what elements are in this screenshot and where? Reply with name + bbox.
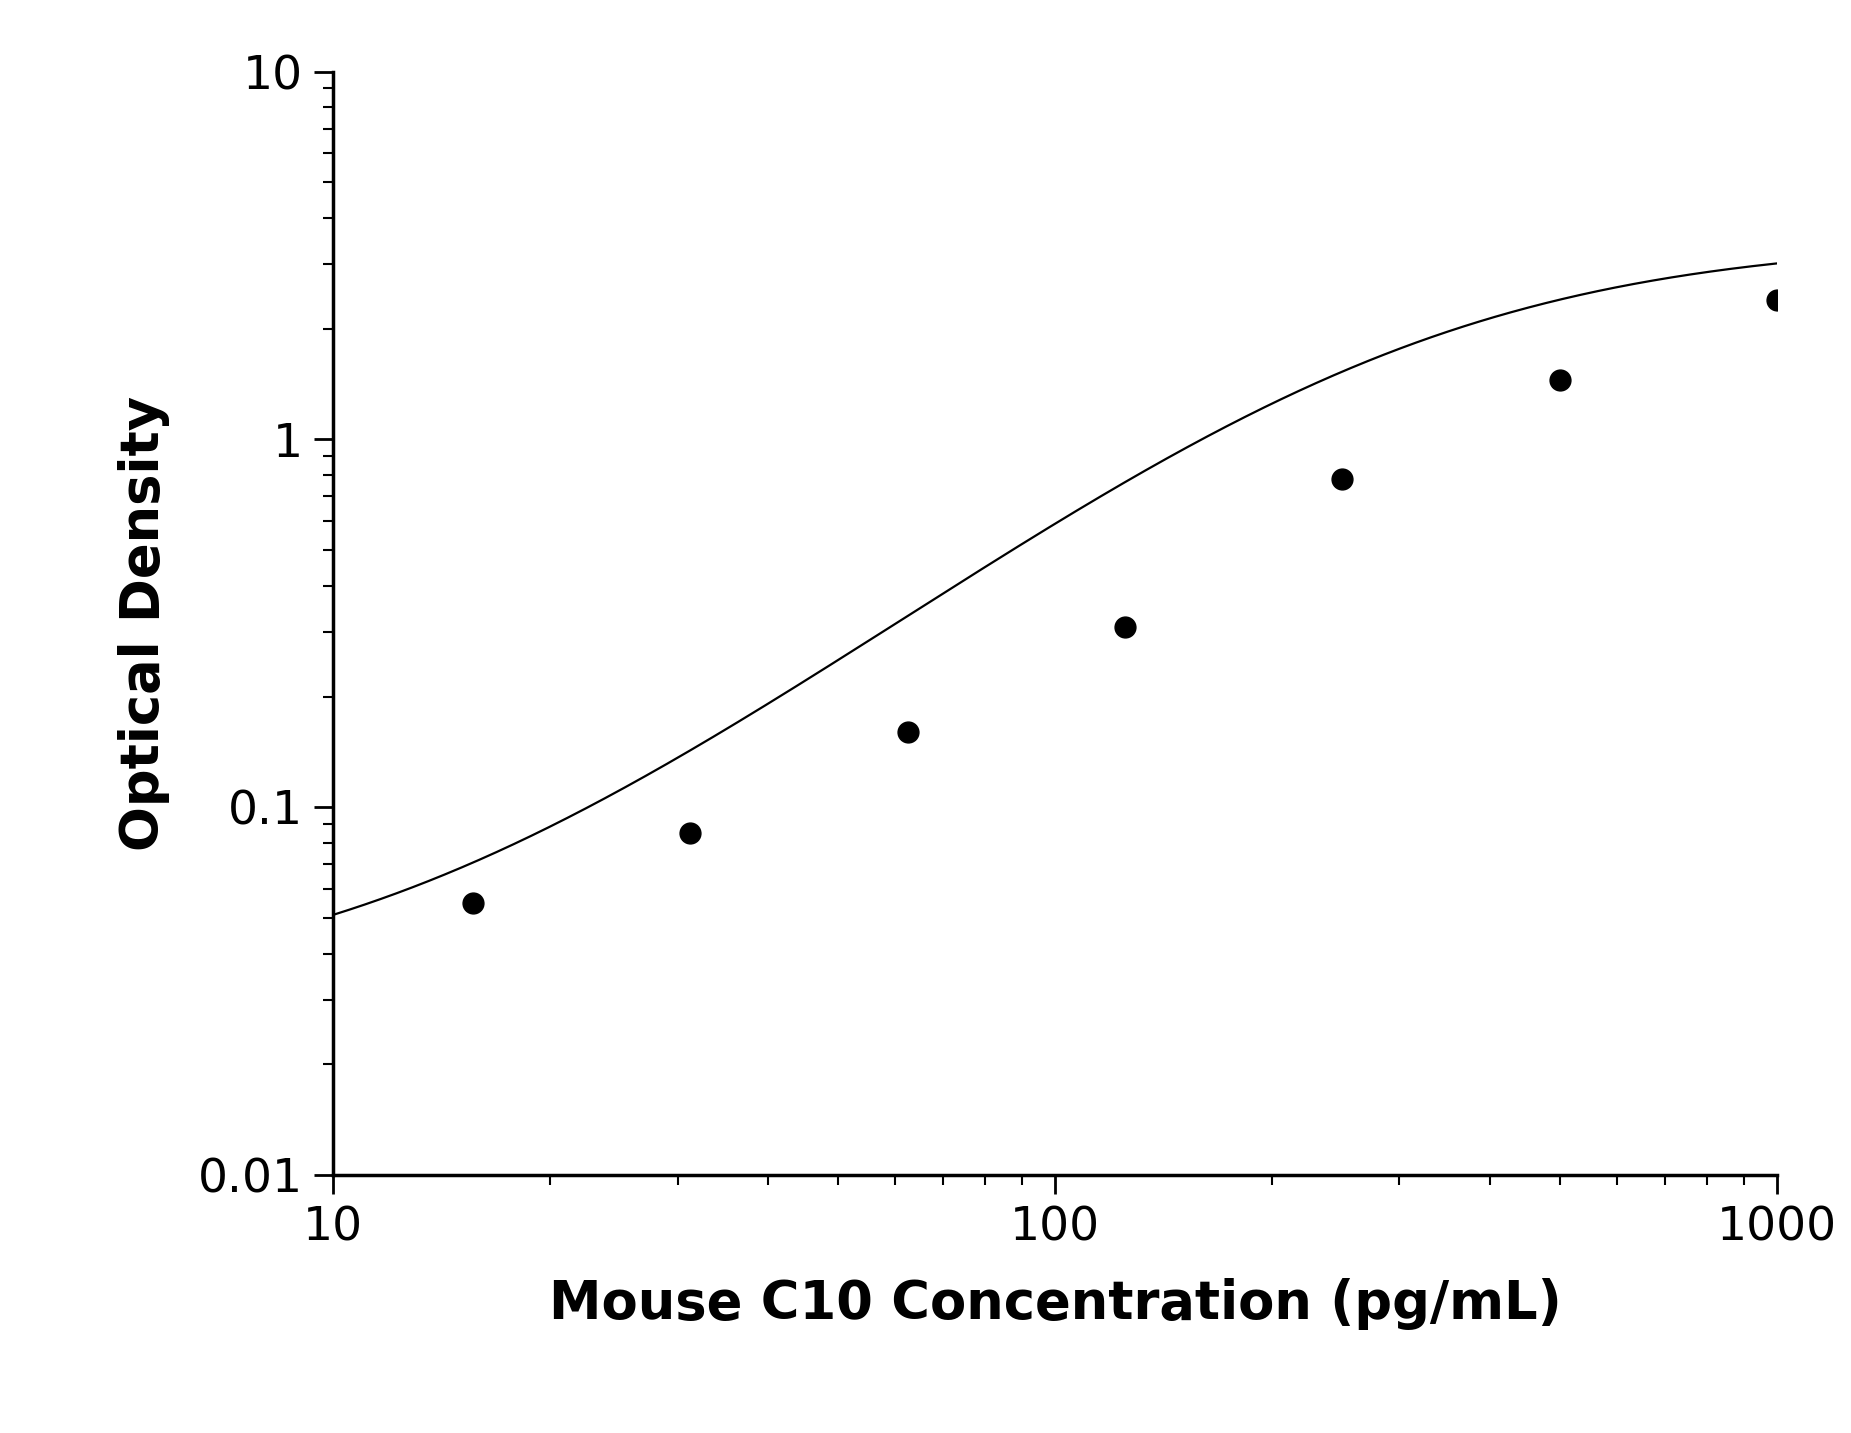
Point <box>457 891 487 914</box>
Point <box>676 821 705 844</box>
X-axis label: Mouse C10 Concentration (pg/mL): Mouse C10 Concentration (pg/mL) <box>548 1278 1562 1330</box>
Point <box>1546 368 1575 391</box>
Point <box>1327 467 1357 490</box>
Y-axis label: Optical Density: Optical Density <box>118 396 170 851</box>
Point <box>1762 288 1792 311</box>
Point <box>892 721 922 744</box>
Point <box>1111 615 1140 638</box>
